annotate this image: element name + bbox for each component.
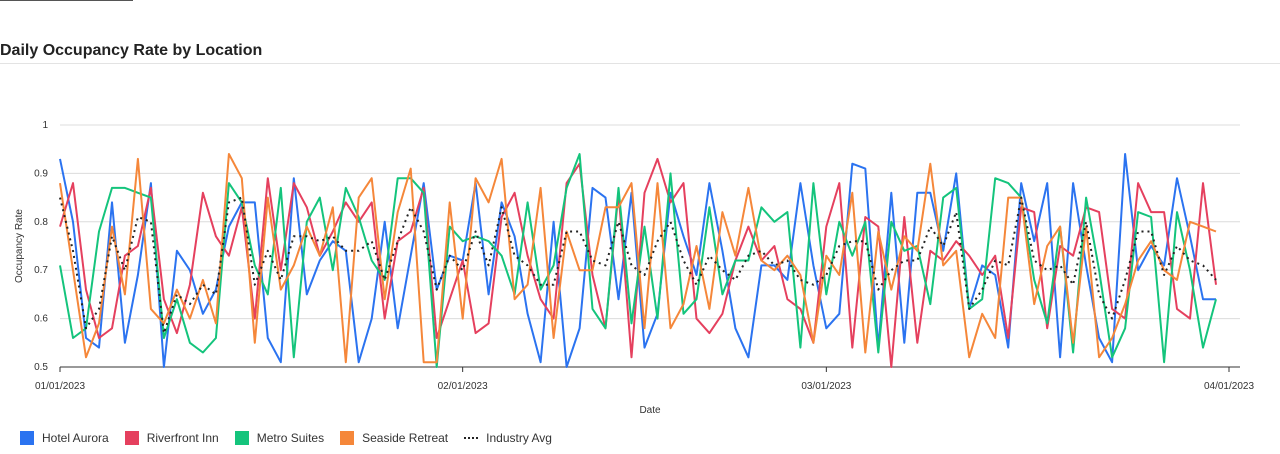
- legend-swatch: [234, 431, 249, 445]
- legend-label: Riverfront Inn: [146, 431, 219, 445]
- series-lines: [59, 153, 1217, 368]
- legend: Hotel Aurora Riverfront Inn Metro Suites Se…: [20, 431, 568, 445]
- legend-swatch: [340, 431, 355, 445]
- chart-header: Daily Occupancy Rate by Location: [0, 0, 1280, 64]
- y-tick-label: 1: [42, 120, 48, 131]
- legend-label: Metro Suites: [256, 431, 325, 445]
- legend-item-hotel-aurora[interactable]: Hotel Aurora: [20, 431, 109, 445]
- line-chart: 0.5 0.6 0.7 0.8 0.9 1 01/01/2023 02/01/2023 03/…: [14, 120, 1254, 416]
- x-tick-label: 04/01/2023: [1204, 381, 1254, 392]
- y-tick-label: 0.7: [34, 265, 48, 276]
- legend-item-metro-suites[interactable]: Metro Suites: [234, 431, 325, 445]
- y-tick-label: 0.8: [34, 217, 48, 228]
- legend-label: Industry Avg: [486, 431, 552, 445]
- y-tick-label: 0.9: [34, 168, 48, 179]
- x-axis-ticks: 01/01/2023 02/01/2023 03/01/2023 04/01/2023: [35, 367, 1254, 392]
- legend-label: Hotel Aurora: [42, 431, 109, 445]
- y-tick-label: 0.6: [34, 314, 48, 325]
- x-tick-label: 03/01/2023: [801, 381, 851, 392]
- x-axis-title: Date: [639, 405, 661, 416]
- x-tick-label: 02/01/2023: [438, 381, 488, 392]
- legend-label: Seaside Retreat: [362, 431, 449, 445]
- legend-swatch: [464, 437, 479, 439]
- x-tick-label: 01/01/2023: [35, 381, 85, 392]
- legend-swatch: [124, 431, 139, 445]
- chart-title: Daily Occupancy Rate by Location: [0, 42, 263, 59]
- y-tick-label: 0.5: [34, 362, 48, 373]
- legend-item-industry-avg[interactable]: Industry Avg: [464, 431, 552, 445]
- legend-item-riverfront-inn[interactable]: Riverfront Inn: [124, 431, 219, 445]
- legend-swatch: [20, 431, 34, 445]
- y-axis-title: Occupancy Rate: [14, 209, 25, 283]
- series-line-seaside-retreat: [59, 153, 1217, 364]
- top-divider: [0, 0, 133, 1]
- y-axis-ticks: 0.5 0.6 0.7 0.8 0.9 1: [34, 120, 48, 373]
- legend-item-seaside-retreat[interactable]: Seaside Retreat: [340, 431, 448, 445]
